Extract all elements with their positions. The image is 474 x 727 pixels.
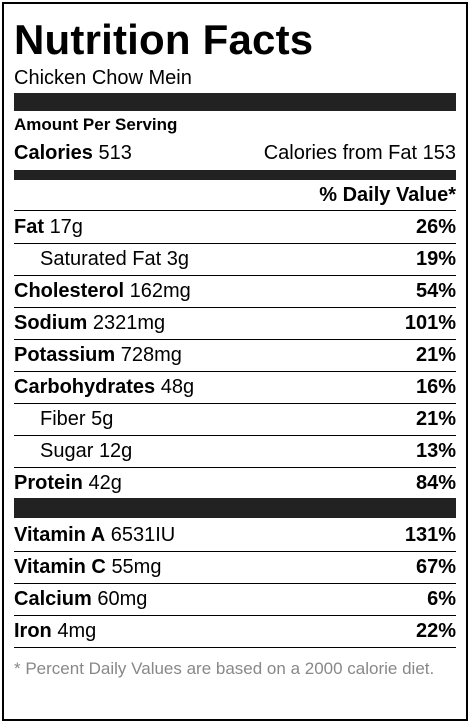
nutrient-left: Sugar 12g	[14, 435, 132, 467]
nutrient-name: Iron	[14, 620, 52, 642]
calories-row: Calories 513 Calories from Fat 153	[14, 138, 456, 168]
amount-per-serving: Amount Per Serving	[14, 115, 178, 134]
nutrient-name: Vitamin C	[14, 556, 106, 578]
calories-from-fat: Calories from Fat 153	[264, 138, 456, 168]
nutrient-daily-value: 101%	[404, 312, 456, 334]
label-title: Nutrition Facts	[14, 16, 314, 63]
vitamin-divider	[14, 498, 456, 518]
nutrient-row: Potassium 728mg 21%	[14, 339, 456, 372]
nutrient-daily-value: 131%	[404, 524, 456, 546]
calories-from-fat-value: 153	[422, 142, 456, 164]
calories-from-fat-label: Calories from Fat	[263, 142, 418, 164]
nutrient-left: Vitamin C 55mg	[14, 551, 161, 583]
calories-value: 513	[98, 142, 132, 164]
nutrient-left: Protein 42g	[14, 467, 122, 499]
nutrient-row: Sugar 12g 13%	[14, 435, 456, 468]
nutrient-daily-value: 6%	[427, 588, 456, 610]
nutrient-amount: 17g	[49, 216, 83, 238]
nutrient-daily-value: 54%	[415, 280, 456, 302]
nutrient-daily-value: 16%	[415, 376, 456, 398]
nutrient-row: Fat 17g 26%	[14, 211, 456, 244]
nutrient-row: Sodium 2321mg 101%	[14, 307, 456, 340]
nutrient-amount: 3g	[166, 248, 189, 270]
nutrient-left: Potassium 728mg	[14, 339, 182, 371]
nutrient-name: Sodium	[14, 312, 88, 334]
nutrient-left: Fiber 5g	[14, 403, 113, 435]
nutrient-row: Calcium 60mg 6%	[14, 583, 456, 616]
nutrient-name: Fiber	[40, 408, 86, 430]
nutrient-row: Vitamin A 6531IU 131%	[14, 519, 456, 552]
nutrient-amount: 60mg	[97, 588, 148, 610]
calories-label: Calories	[14, 142, 93, 164]
nutrient-row: Saturated Fat 3g 19%	[14, 243, 456, 276]
nutrient-daily-value: 19%	[415, 248, 456, 270]
nutrient-name: Vitamin A	[14, 524, 106, 546]
nutrient-row: Carbohydrates 48g 16%	[14, 371, 456, 404]
nutrient-name: Potassium	[14, 344, 116, 366]
nutrient-name: Saturated Fat	[40, 248, 162, 270]
nutrient-amount: 4mg	[57, 620, 97, 642]
nutrient-row: Iron 4mg 22%	[14, 615, 456, 648]
nutrient-daily-value: 21%	[415, 408, 456, 430]
nutrient-left: Vitamin A 6531IU	[14, 519, 175, 551]
nutrient-amount: 12g	[98, 440, 133, 462]
nutrient-left: Carbohydrates 48g	[14, 371, 194, 403]
nutrient-daily-value: 26%	[415, 216, 456, 238]
nutrient-left: Sodium 2321mg	[14, 307, 165, 339]
nutrient-amount: 55mg	[111, 556, 162, 578]
nutrient-left: Calcium 60mg	[14, 583, 147, 615]
nutrient-amount: 6531IU	[110, 524, 176, 546]
recipe-name: Chicken Chow Mein	[14, 67, 192, 89]
nutrient-daily-value: 21%	[415, 344, 456, 366]
footnote: * Percent Daily Values are based on a 20…	[14, 659, 435, 678]
thick-divider	[14, 93, 456, 111]
daily-value-header: % Daily Value*	[14, 180, 456, 211]
nutrient-amount: 48g	[160, 376, 195, 398]
nutrient-daily-value: 13%	[415, 440, 456, 462]
medium-divider	[14, 170, 456, 180]
nutrient-left: Cholesterol 162mg	[14, 275, 191, 307]
nutrient-name: Cholesterol	[14, 280, 125, 302]
nutrient-amount: 2321mg	[92, 312, 166, 334]
nutrient-daily-value: 67%	[415, 556, 456, 578]
nutrient-name: Calcium	[14, 588, 92, 610]
nutrient-name: Fat	[14, 216, 44, 238]
nutrition-label: Nutrition Facts Chicken Chow Mein Amount…	[2, 2, 468, 721]
nutrient-amount: 42g	[88, 472, 122, 494]
nutrient-amount: 5g	[91, 408, 114, 430]
nutrient-daily-value: 22%	[415, 620, 456, 642]
nutrient-daily-value: 84%	[415, 472, 456, 494]
nutrient-left: Saturated Fat 3g	[14, 243, 189, 275]
nutrient-left: Iron 4mg	[14, 615, 96, 647]
nutrient-name: Sugar	[40, 440, 94, 462]
nutrient-left: Fat 17g	[14, 211, 83, 243]
nutrient-amount: 728mg	[120, 344, 182, 366]
nutrient-row: Cholesterol 162mg 54%	[14, 275, 456, 308]
nutrient-name: Carbohydrates	[14, 376, 156, 398]
nutrient-row: Protein 42g 84%	[14, 467, 456, 500]
nutrient-row: Vitamin C 55mg 67%	[14, 551, 456, 584]
nutrient-name: Protein	[14, 472, 83, 494]
nutrient-amount: 162mg	[129, 280, 191, 302]
nutrient-row: Fiber 5g 21%	[14, 403, 456, 436]
calories-left: Calories 513	[14, 138, 132, 168]
